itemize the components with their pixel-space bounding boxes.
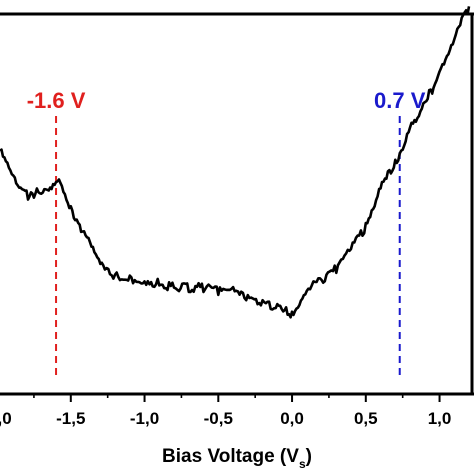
x-tick-label: 0,0 (280, 409, 304, 428)
x-axis-title-close: ) (306, 446, 312, 467)
x-tick-labels: -2,0 -1,5 -1,0 -0,5 0,0 0,5 1,0 (0, 409, 451, 428)
x-tick-label: 1,0 (428, 409, 452, 428)
voltage-markers: -1.6 V 0.7 V (27, 88, 426, 380)
x-axis-title-main: Bias Voltage (V (162, 446, 299, 467)
x-tick-label: -2,0 (0, 409, 12, 428)
x-axis-title-subscript: s (299, 457, 306, 471)
x-axis-title: Bias Voltage (Vs) (162, 446, 312, 471)
x-tick-label: -1,0 (130, 409, 159, 428)
x-ticks (33, 394, 441, 402)
x-tick-label: -1,5 (56, 409, 85, 428)
x-tick-label: -0,5 (204, 409, 233, 428)
marker-label-0: -1.6 V (27, 88, 86, 113)
plot-frame (0, 12, 474, 396)
x-tick-label: 0,5 (354, 409, 378, 428)
series-line (0, 6, 471, 319)
marker-label-1: 0.7 V (374, 88, 426, 113)
